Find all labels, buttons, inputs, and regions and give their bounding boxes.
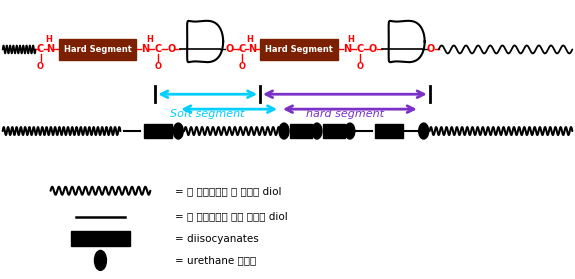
Text: C: C bbox=[239, 44, 246, 54]
Text: Hard Segment: Hard Segment bbox=[265, 45, 333, 54]
Text: C: C bbox=[356, 44, 363, 54]
Text: O: O bbox=[167, 44, 175, 54]
Bar bbox=[59, 39, 136, 60]
Text: = urethane 작용기: = urethane 작용기 bbox=[175, 255, 256, 265]
Ellipse shape bbox=[279, 123, 289, 139]
Ellipse shape bbox=[94, 251, 106, 270]
Text: H: H bbox=[347, 35, 354, 44]
Bar bbox=[375, 124, 402, 138]
Text: O: O bbox=[155, 62, 162, 71]
Text: O: O bbox=[225, 44, 233, 54]
Text: N: N bbox=[141, 44, 150, 54]
Text: N: N bbox=[47, 44, 55, 54]
Text: H: H bbox=[45, 35, 52, 44]
Text: H: H bbox=[247, 35, 254, 44]
Text: C: C bbox=[155, 44, 162, 54]
Text: O: O bbox=[239, 62, 246, 71]
Text: N: N bbox=[248, 44, 256, 54]
Text: H: H bbox=[146, 35, 153, 44]
Text: N: N bbox=[343, 44, 351, 54]
Bar bbox=[260, 39, 338, 60]
Text: Soft segment: Soft segment bbox=[170, 109, 245, 119]
Ellipse shape bbox=[419, 123, 428, 139]
Ellipse shape bbox=[345, 123, 355, 139]
Ellipse shape bbox=[173, 123, 183, 139]
Bar bbox=[323, 124, 345, 138]
Text: O: O bbox=[37, 62, 44, 71]
Bar bbox=[144, 124, 172, 138]
Bar bbox=[290, 124, 312, 138]
Ellipse shape bbox=[312, 123, 322, 139]
Text: C: C bbox=[37, 44, 44, 54]
Text: = 저 분자량이며 짧은 사슐의 diol: = 저 분자량이며 짧은 사슐의 diol bbox=[175, 211, 288, 222]
Text: O: O bbox=[427, 44, 435, 54]
Text: hard segment: hard segment bbox=[306, 109, 384, 119]
Text: = 고 분자량이며 긴 사슐의 diol: = 고 분자량이며 긴 사슐의 diol bbox=[175, 186, 282, 196]
Text: O: O bbox=[369, 44, 377, 54]
Text: Hard Segment: Hard Segment bbox=[63, 45, 132, 54]
Text: = diisocyanates: = diisocyanates bbox=[175, 234, 259, 244]
Bar bbox=[71, 230, 131, 246]
Text: O: O bbox=[356, 62, 363, 71]
